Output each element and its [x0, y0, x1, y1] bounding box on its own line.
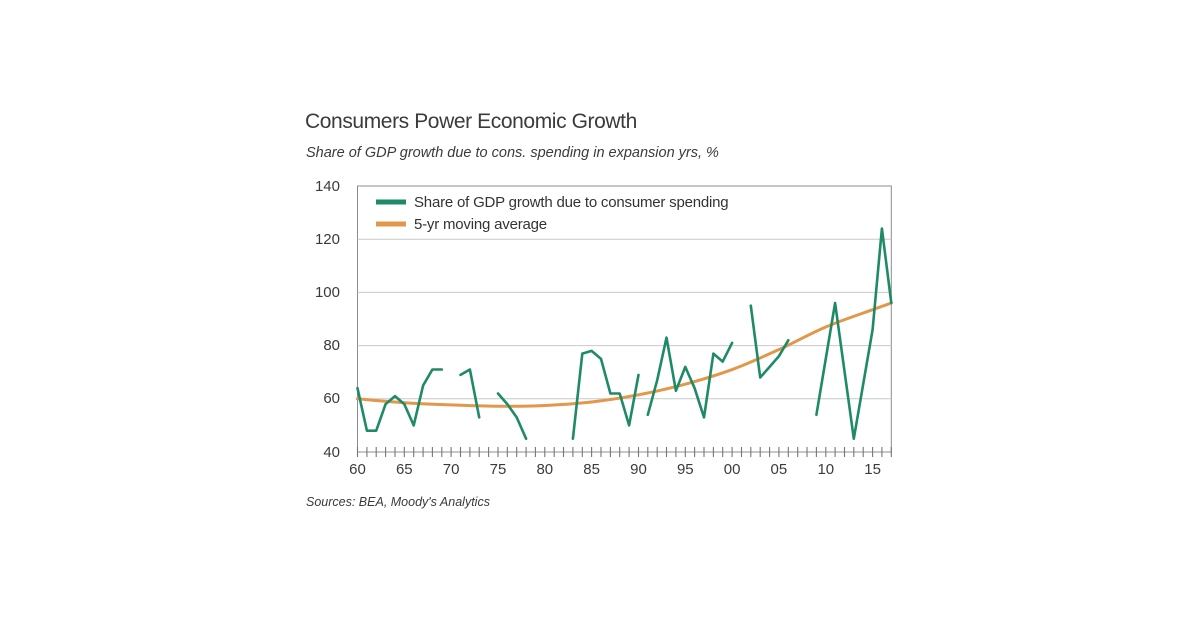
svg-text:75: 75 [490, 461, 507, 478]
svg-text:10: 10 [817, 461, 834, 478]
svg-text:85: 85 [583, 461, 600, 478]
svg-text:95: 95 [677, 461, 694, 478]
svg-text:05: 05 [771, 461, 788, 478]
svg-text:90: 90 [630, 461, 647, 478]
svg-text:70: 70 [443, 461, 460, 478]
svg-text:40: 40 [323, 444, 340, 461]
svg-text:Share of GDP growth due to con: Share of GDP growth due to consumer spen… [414, 194, 728, 211]
svg-text:00: 00 [724, 461, 741, 478]
svg-text:65: 65 [396, 461, 413, 478]
svg-text:80: 80 [323, 337, 340, 354]
svg-text:15: 15 [864, 461, 881, 478]
svg-text:100: 100 [315, 284, 340, 301]
svg-text:140: 140 [315, 178, 340, 195]
svg-text:120: 120 [315, 231, 340, 248]
svg-text:60: 60 [349, 461, 366, 478]
svg-text:5-yr moving average: 5-yr moving average [414, 216, 547, 233]
svg-text:60: 60 [323, 390, 340, 407]
svg-text:80: 80 [536, 461, 553, 478]
